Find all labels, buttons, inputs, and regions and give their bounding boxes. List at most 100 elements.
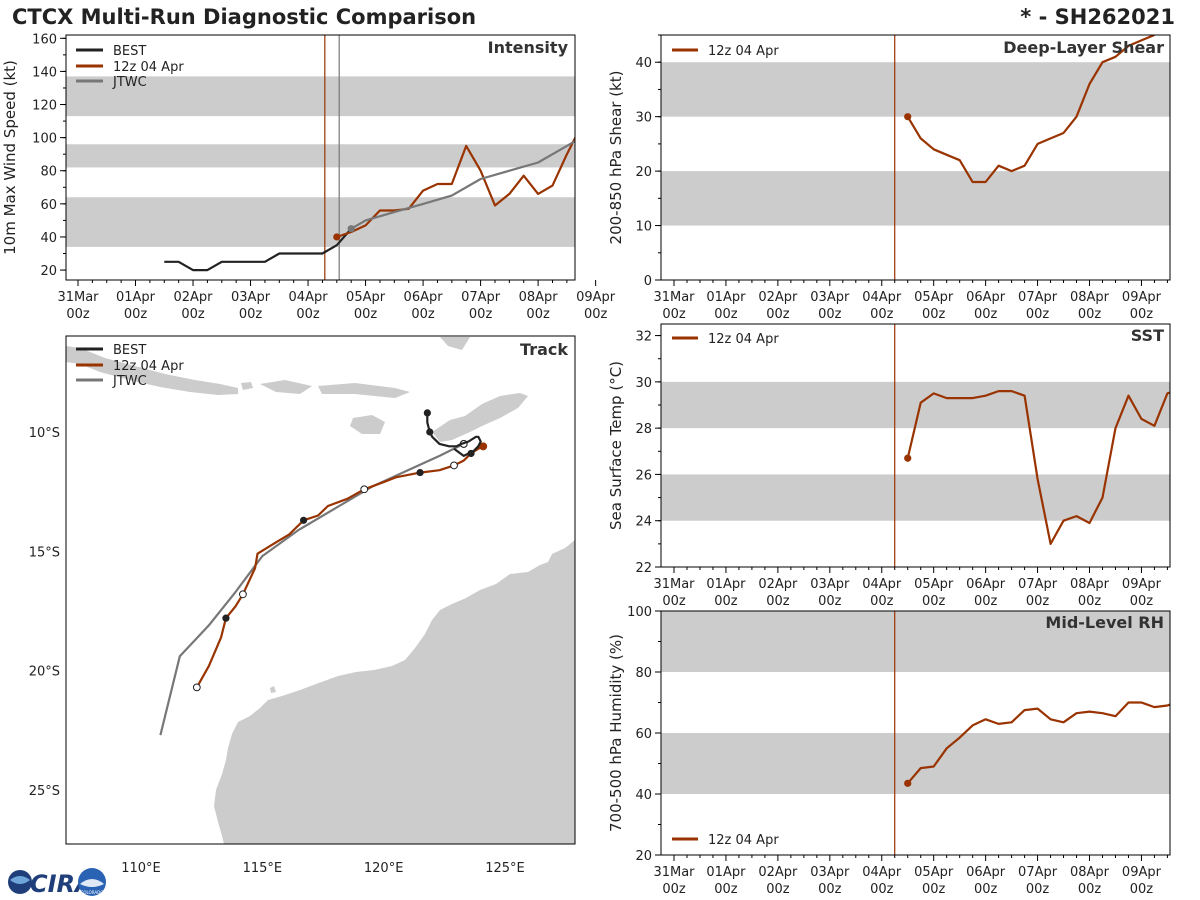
intensity-ylabel: 10m Max Wind Speed (kt) (1, 60, 19, 255)
land-timor (432, 393, 528, 442)
sst-xtick-hour: 00z (714, 594, 738, 609)
rh-x-ticks: 31Mar 00z 01Apr 00z 02Apr 00z 03Apr 00z 04Apr 00z… (653, 855, 1168, 897)
rh-series (904, 701, 1170, 787)
intensity-y-ticks: 20 40 60 80 100 120 140 160 (32, 32, 66, 279)
intensity-xtick-date: 04Apr (289, 290, 329, 305)
rh-xtick-hour: 00z (870, 882, 894, 897)
sst-y-ticks: 22 24 26 28 30 32 (635, 330, 661, 576)
shear-xtick-date: 04Apr (862, 290, 902, 305)
intensity-ytick-label: 120 (32, 99, 57, 114)
shear-ytick-label: 20 (635, 165, 652, 180)
intensity-frame (65, 34, 576, 281)
land-banda (440, 337, 470, 350)
intensity-xtick-date: 07Apr (461, 290, 501, 305)
track-point-filled (426, 428, 434, 436)
intensity-xtick-date: 06Apr (404, 290, 444, 305)
legend-label-run: 12z 04 Apr (708, 833, 779, 848)
sst-legend: 12z 04 Apr (672, 332, 779, 347)
intensity-panel: 20 40 60 80 100 120 140 160 31Mar 00z 01Apr 00z 02A… (1, 32, 616, 322)
intensity-xtick-hour: 00z (239, 307, 263, 322)
track-point-filled (423, 409, 431, 417)
rh-data-point (904, 779, 912, 787)
intensity-xtick-date: 05Apr (346, 290, 386, 305)
sst-frame (660, 323, 1171, 568)
shear-xtick-hour: 00z (974, 307, 998, 322)
track-x-ticks: 110°E 115°E 120°E 125°E (121, 861, 525, 876)
intensity-title: Intensity (488, 38, 569, 57)
track-panel: 110°E 115°E 120°E 125°E 10°S 15°S 20°S 25°S Tr… (29, 335, 576, 876)
shear-x-ticks: 31Mar 00z 01Apr 00z 02Apr 00z 03Apr 00z 04Apr 00z… (653, 280, 1168, 322)
rh-bands (661, 611, 1170, 794)
land-islands-nw (270, 686, 276, 693)
intensity-xtick-hour: 00z (354, 307, 378, 322)
shear-ytick-label: 30 (635, 111, 652, 126)
sst-xtick-date: 04Apr (862, 577, 902, 592)
sst-series-line-0 (906, 390, 1170, 546)
intensity-xtick-date: 02Apr (174, 290, 214, 305)
shear-band-0 (661, 171, 1170, 226)
intensity-data-point (333, 233, 341, 241)
intensity-legend: BEST 12z 04 Apr JTWC (76, 44, 184, 90)
sst-ytick-label: 28 (635, 422, 652, 437)
intensity-xtick-hour: 00z (124, 307, 148, 322)
sst-ytick-label: 26 (635, 468, 652, 483)
intensity-xtick-hour: 00z (526, 307, 550, 322)
rh-ytick-label: 100 (627, 605, 652, 620)
rh-band-0 (661, 733, 1170, 794)
shear-xtick-hour: 00z (766, 307, 790, 322)
sst-xtick-hour: 00z (1026, 594, 1050, 609)
sst-xtick-hour: 00z (766, 594, 790, 609)
sst-xtick-hour: 00z (1130, 594, 1154, 609)
shear-data-point (904, 113, 912, 121)
track-xtick-label: 125°E (485, 861, 525, 876)
logo-cloud-icon (80, 879, 104, 887)
track-xtick-label: 120°E (364, 861, 404, 876)
shear-xtick-hour: 00z (1078, 307, 1102, 322)
shear-ytick-label: 0 (644, 274, 652, 289)
shear-xtick-date: 09Apr (1122, 290, 1162, 305)
sst-title: SST (1131, 326, 1164, 345)
shear-xtick-date: 03Apr (810, 290, 850, 305)
shear-xtick-hour: 00z (662, 307, 686, 322)
shear-ytick-label: 10 (635, 220, 652, 235)
rh-ytick-label: 60 (635, 727, 652, 742)
sst-xtick-date: 31Mar (653, 577, 695, 592)
track-ytick-label: 20°S (29, 665, 60, 680)
intensity-xtick-hour: 00z (66, 307, 90, 322)
land-flores (318, 383, 410, 398)
rh-xtick-date: 01Apr (706, 865, 746, 880)
intensity-ytick-label: 140 (32, 65, 57, 80)
intensity-ytick-label: 20 (40, 264, 57, 279)
intensity-ytick-label: 80 (40, 165, 57, 180)
rh-y-ticks: 20 40 60 80 100 (627, 605, 661, 864)
logo-swirl-icon (10, 876, 30, 884)
rh-xtick-hour: 00z (818, 882, 842, 897)
intensity-data-point (347, 225, 355, 233)
rh-title: Mid-Level RH (1045, 613, 1164, 632)
sst-xtick-hour: 00z (870, 594, 894, 609)
rh-legend: 12z 04 Apr (672, 833, 779, 848)
sst-xtick-date: 03Apr (810, 577, 850, 592)
shear-ytick-label: 40 (635, 56, 652, 71)
shear-xtick-hour: 00z (870, 307, 894, 322)
sst-xtick-hour: 00z (974, 594, 998, 609)
shear-xtick-hour: 00z (922, 307, 946, 322)
sst-xtick-hour: 00z (1078, 594, 1102, 609)
track-xtick-label: 115°E (243, 861, 283, 876)
track-xtick-label: 110°E (121, 861, 161, 876)
legend-label-best: BEST (113, 44, 146, 59)
rh-series-line-0 (906, 701, 1170, 785)
track-point-filled (416, 468, 424, 477)
intensity-x-ticks: 31Mar 00z 01Apr 00z 02Apr 00z 03Apr 00z 04Apr 00z… (57, 280, 616, 322)
intensity-xtick-date: 09Apr (576, 290, 616, 305)
intensity-xtick-date: 08Apr (519, 290, 559, 305)
shear-bands (661, 62, 1170, 226)
sst-xtick-hour: 00z (662, 594, 686, 609)
sst-xtick-date: 06Apr (966, 577, 1006, 592)
intensity-ytick-label: 160 (32, 32, 57, 47)
rh-xtick-hour: 00z (766, 882, 790, 897)
shear-xtick-date: 06Apr (966, 290, 1006, 305)
shear-legend: 12z 04 Apr (672, 44, 779, 59)
legend-label-jtwc: JTWC (112, 75, 147, 90)
rh-xtick-date: 31Mar (653, 865, 695, 880)
